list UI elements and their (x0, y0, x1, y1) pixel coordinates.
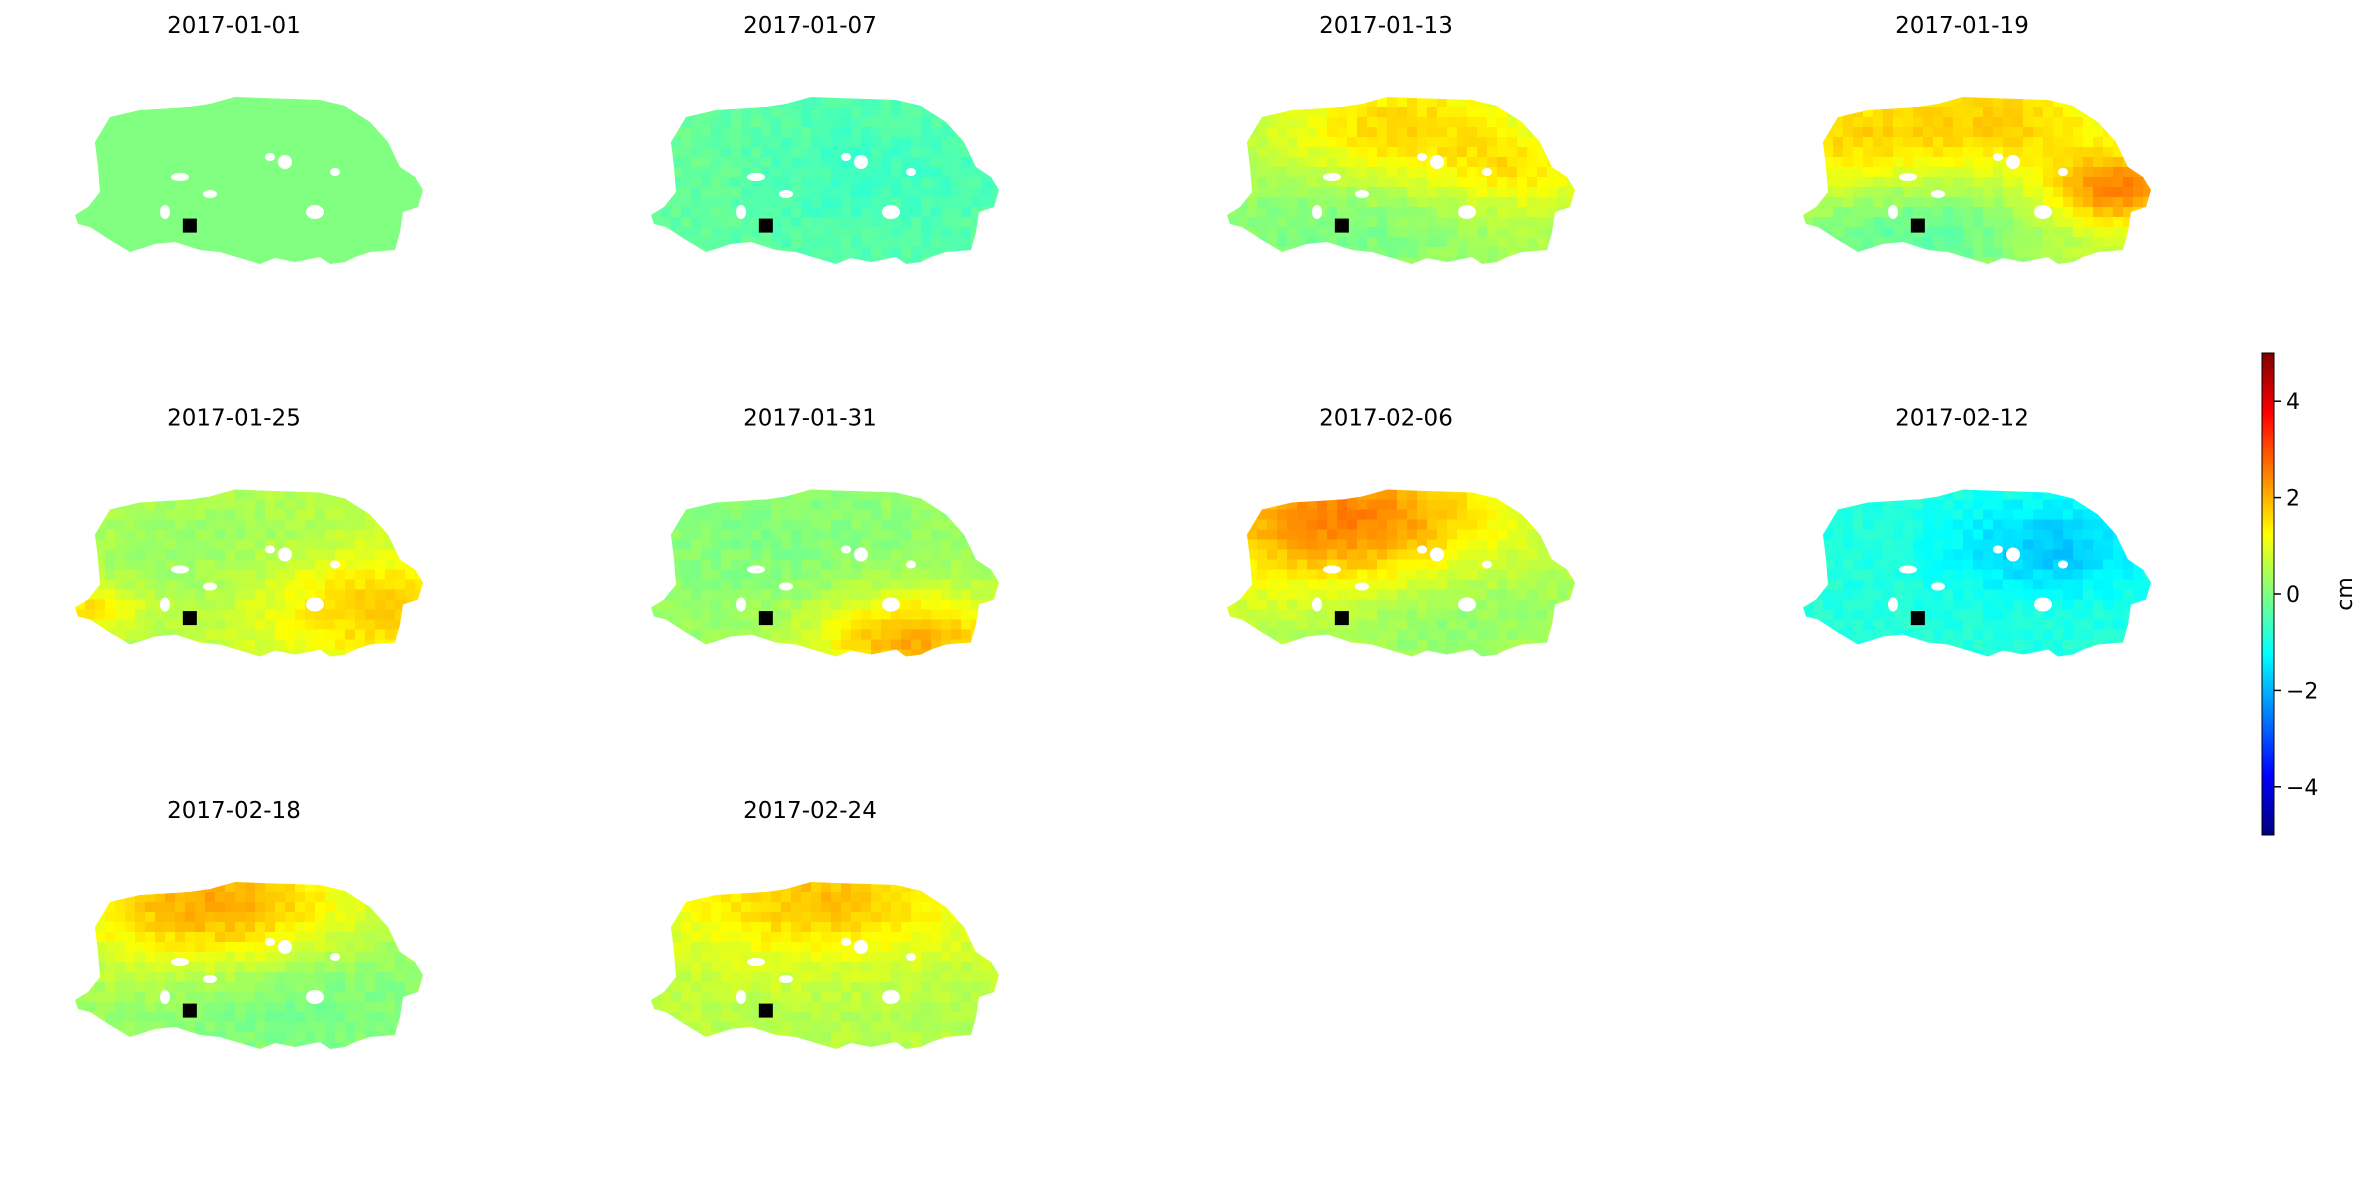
displacement-field (651, 489, 999, 657)
reference-point-marker (1334, 611, 1349, 626)
reference-point-marker (182, 218, 197, 233)
map-panel: 2017-01-19 (1803, 13, 2151, 264)
reference-point-marker (1910, 611, 1925, 626)
displacement-field (1227, 97, 1575, 264)
map-panel: 2017-02-18 (75, 798, 423, 1049)
reference-point-marker (758, 218, 773, 233)
displacement-field (75, 489, 423, 657)
map-panel: 2017-02-06 (1227, 406, 1575, 657)
displacement-field (75, 882, 423, 1049)
panel-title: 2017-01-13 (1319, 13, 1453, 39)
map-panel: 2017-01-31 (651, 406, 999, 657)
reference-point-marker (758, 1003, 773, 1018)
panel-title: 2017-01-07 (743, 13, 877, 39)
reference-point-marker (1910, 218, 1925, 233)
map-panel: 2017-01-07 (651, 13, 999, 264)
panel-title: 2017-01-25 (167, 406, 301, 432)
panel-title: 2017-01-19 (1895, 13, 2029, 39)
displacement-field (651, 882, 999, 1049)
reference-point-marker (182, 1003, 197, 1018)
colorbar-tick-label: −2 (2286, 679, 2318, 704)
colorbar: 4 2 0 −2 −4 cm (2261, 352, 2358, 836)
displacement-field (1803, 489, 2151, 657)
reference-point-marker (758, 611, 773, 626)
colorbar-ticks: 4 2 0 −2 −4 (2274, 390, 2318, 801)
map-panel: 2017-01-25 (75, 406, 423, 657)
panel-title: 2017-01-01 (167, 13, 301, 39)
panel-title: 2017-02-06 (1319, 406, 1453, 432)
reference-point-marker (182, 611, 197, 626)
colorbar-gradient (2261, 352, 2275, 836)
panel-title: 2017-02-12 (1895, 406, 2029, 432)
map-panel: 2017-02-24 (651, 798, 999, 1049)
panel-title: 2017-02-24 (743, 798, 877, 824)
displacement-field (651, 97, 999, 264)
map-panel: 2017-02-12 (1803, 406, 2151, 657)
panel-title: 2017-01-31 (743, 406, 877, 432)
map-panel: 2017-01-13 (1227, 13, 1575, 264)
displacement-field (75, 97, 423, 264)
displacement-field (1803, 97, 2151, 264)
colorbar-tick-label: −4 (2286, 776, 2318, 801)
colorbar-tick-label: 2 (2286, 487, 2300, 512)
colorbar-tick-label: 0 (2286, 583, 2300, 608)
colorbar-tick-label: 4 (2286, 390, 2300, 415)
panel-title: 2017-02-18 (167, 798, 301, 824)
map-panel: 2017-01-01 (75, 13, 423, 264)
colorbar-label: cm (2333, 577, 2358, 611)
displacement-field (1227, 489, 1575, 657)
panels-layer: 2017-01-01 2017-01-07 2017-01-13 2017-01-19… (75, 13, 2151, 1049)
reference-point-marker (1334, 218, 1349, 233)
